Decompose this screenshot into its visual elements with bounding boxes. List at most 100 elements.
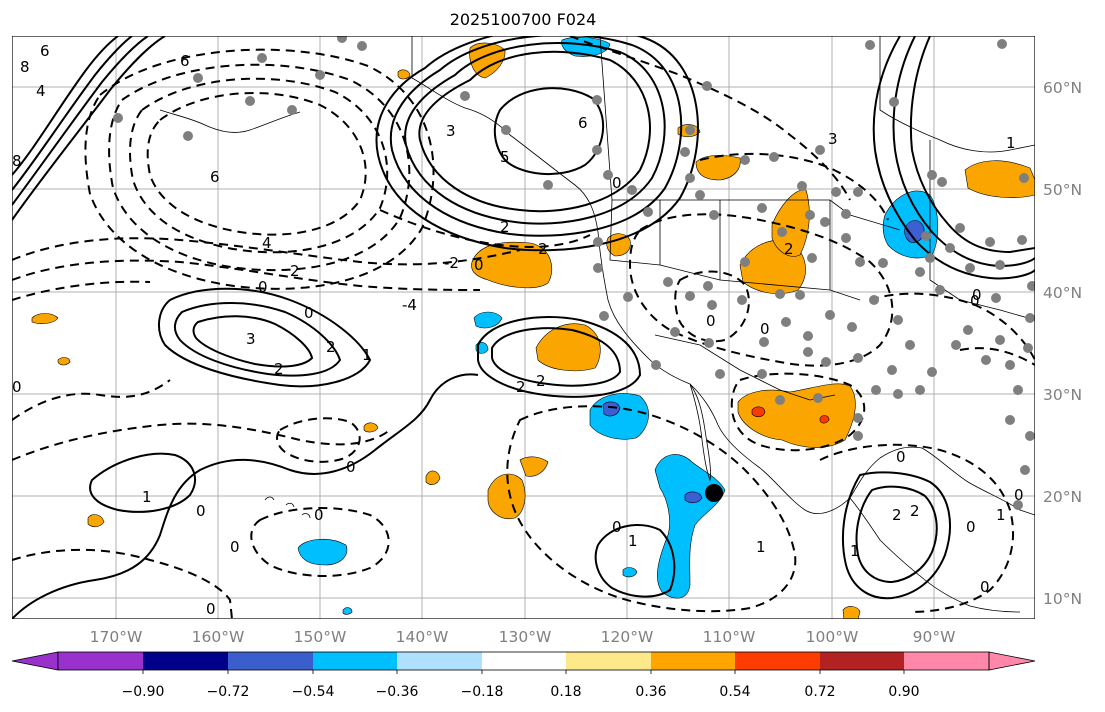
fill-positive [31, 313, 59, 324]
contour-label: -2 [444, 254, 459, 272]
fill-negative [589, 393, 649, 440]
contour-label: 3 [246, 330, 256, 348]
fill-negative [473, 311, 503, 329]
latitude-label: 30°N [1043, 386, 1082, 404]
fill-positive [606, 233, 631, 257]
map-panel: 6 8 6 4 6 3 5 2 6 4 3 2 8 0 2 0 -4 2 0 2… [12, 36, 1035, 619]
contour-label: 2 [500, 218, 510, 236]
fill-negative [297, 539, 348, 566]
contour-label: 2 [892, 506, 902, 524]
longitude-label: 90°W [913, 628, 956, 646]
contour-label: 0 [612, 518, 622, 536]
contour-label: 2 [536, 372, 546, 390]
colorbar-tick-label: 0.18 [550, 684, 581, 700]
contour-label: 0 [760, 320, 770, 338]
contour-label: 0 [12, 378, 22, 396]
colorbar-extend-high [988, 651, 1036, 671]
colorbar-tick-label: −0.72 [207, 684, 250, 700]
contours-negative [12, 36, 1035, 619]
fill-positive [397, 69, 411, 80]
fill-positive [964, 160, 1035, 198]
latitude-label: 40°N [1043, 284, 1082, 302]
contour-label: 3 [828, 130, 838, 148]
contour-label: 0 [612, 174, 622, 192]
longitude-label: 140°W [396, 628, 449, 646]
contour-label: 4 [262, 234, 272, 252]
fill-positive [425, 470, 441, 485]
focus-point-marker [705, 484, 723, 502]
contour-label: 0 [706, 312, 716, 330]
figure-title: 2025100700 F024 [450, 10, 597, 29]
latitude-label: 50°N [1043, 181, 1082, 199]
colorbar-segment [820, 652, 904, 670]
contour-label: 5 [500, 148, 510, 166]
colorbar-segment [58, 652, 143, 670]
contour-label: 0 [304, 304, 314, 322]
colorbar-tick-label: −0.36 [376, 684, 419, 700]
colorbar-tick-label: −0.90 [122, 684, 165, 700]
fill-positive-strong [819, 415, 830, 424]
fill-positive [487, 473, 526, 520]
contour-label: 2 [538, 240, 548, 258]
latitude-label: 20°N [1043, 488, 1082, 506]
contour-label: 0 [230, 538, 240, 556]
contour-label: 0 [966, 518, 976, 536]
latitude-label: 10°N [1043, 590, 1082, 608]
fill-negative-strong [904, 220, 925, 243]
latitude-axis: 60°N 50°N 40°N 30°N 20°N 10°N [1043, 79, 1082, 608]
longitude-label: 120°W [601, 628, 654, 646]
contour-label: 0 [972, 286, 982, 304]
colorbar-segment [735, 652, 820, 670]
contour-label: 0 [970, 292, 980, 310]
longitude-label: 150°W [294, 628, 347, 646]
contour-label: 0 [314, 506, 324, 524]
longitude-axis: 170°W 160°W 150°W 140°W 130°W 120°W 110°… [90, 628, 956, 646]
fill-positive-strong [751, 406, 766, 418]
contour-label: 2 [516, 378, 526, 396]
longitude-label: 130°W [499, 628, 552, 646]
contour-label: 8 [12, 152, 22, 170]
contour-label: 1 [628, 532, 638, 550]
colorbar-segment [904, 652, 989, 670]
contours-positive [12, 36, 1035, 619]
fill-positive [695, 155, 741, 181]
longitude-label: 100°W [806, 628, 859, 646]
contour-label: 4 [36, 82, 46, 100]
contour-label: 2 [784, 240, 794, 258]
fill-positive [471, 241, 552, 289]
fill-positive [57, 357, 71, 366]
contour-label: 1 [850, 542, 860, 560]
contour-label: 6 [40, 42, 50, 60]
contour-label: 1 [1006, 134, 1016, 152]
colorbar-segment [566, 652, 651, 670]
contour-label: 1 [142, 488, 152, 506]
contour-label: 0 [196, 502, 206, 520]
contour-label: 1 [996, 506, 1006, 524]
fill-negative-strong [602, 401, 621, 417]
contour-label: 0 [346, 458, 356, 476]
colorbar-tick-label: 0.72 [804, 684, 835, 700]
contour-label: 0 [896, 448, 906, 466]
contour-label: 3 [446, 122, 456, 140]
fill-positive [363, 422, 379, 433]
contour-label: 1 [362, 346, 372, 364]
colorbar-tick-label: −0.18 [461, 684, 504, 700]
contour-label: 6 [210, 168, 220, 186]
contour-label: 6 [180, 52, 190, 70]
fill-positive [771, 189, 810, 257]
contour-label: 2 [290, 262, 300, 280]
colorbar-segment [397, 652, 482, 670]
colorbar-tick-label: −0.54 [292, 684, 335, 700]
colorbar-tick-label: 0.90 [888, 684, 919, 700]
colorbar-segment [143, 652, 228, 670]
contour-label: 2 [910, 502, 920, 520]
contour-label: 2 [326, 338, 336, 356]
contour-label: 0 [980, 578, 990, 596]
fill-negative [622, 567, 638, 578]
contour-label: 1 [756, 538, 766, 556]
fill-positive [842, 606, 861, 619]
latitude-label: 60°N [1043, 79, 1082, 97]
anomaly-fills [31, 37, 1035, 619]
contour-label: -4 [402, 296, 417, 314]
